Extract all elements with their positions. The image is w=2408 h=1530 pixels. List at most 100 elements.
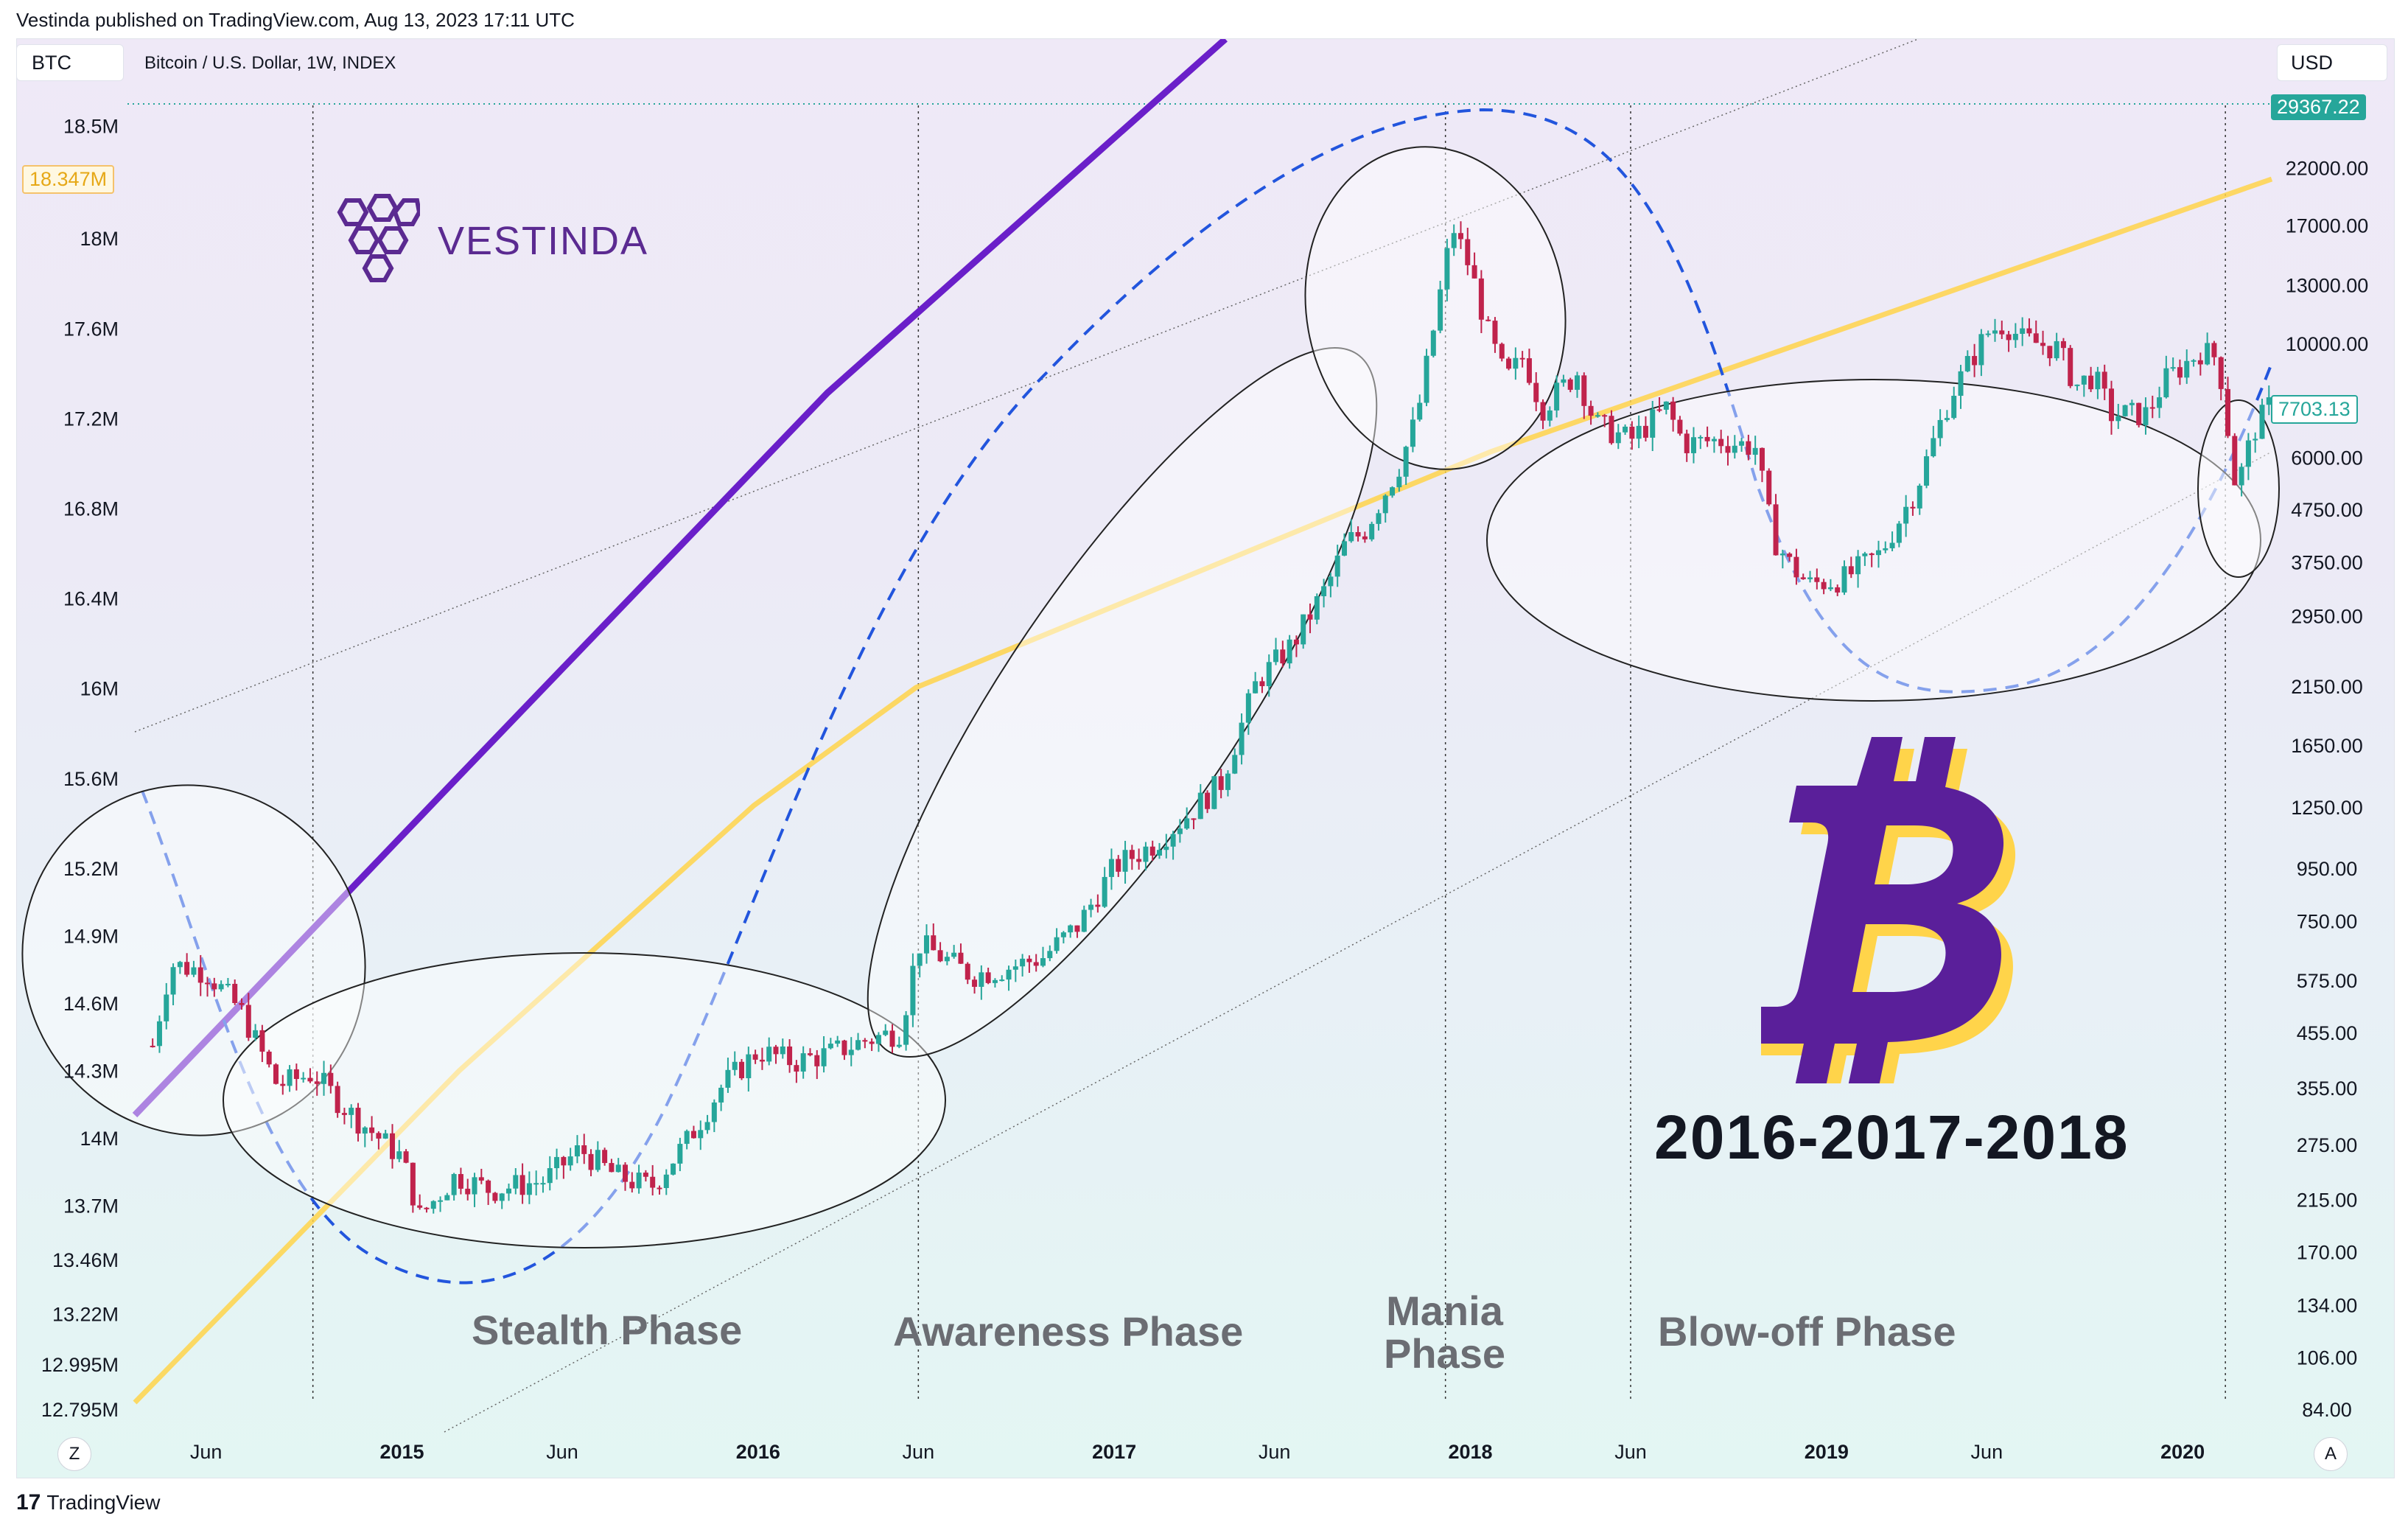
y-right-tick-label: 106.00 bbox=[2297, 1347, 2358, 1369]
candle-down bbox=[602, 1150, 608, 1164]
candle-up bbox=[526, 1183, 532, 1195]
candle-up bbox=[438, 1200, 444, 1202]
high-price-tag: 29367.22 bbox=[2271, 94, 2366, 120]
candle-down bbox=[1307, 614, 1313, 620]
candle-down bbox=[211, 983, 217, 990]
candle-up bbox=[1321, 586, 1327, 597]
candle-up bbox=[1444, 248, 1450, 290]
candle-down bbox=[1835, 587, 1841, 593]
candle-down bbox=[2060, 340, 2066, 349]
candle-up bbox=[663, 1174, 669, 1189]
candle-up bbox=[1376, 513, 1382, 524]
year-caption: 2016-2017-2018 bbox=[1654, 1103, 2129, 1172]
x-tick-label: Jun bbox=[1614, 1441, 1647, 1463]
candle-up bbox=[1807, 577, 1813, 579]
zoom-button[interactable]: Z bbox=[57, 1437, 91, 1471]
symbol-box[interactable]: BTC bbox=[16, 44, 124, 81]
candle-up bbox=[1225, 773, 1231, 790]
candle-down bbox=[1095, 904, 1101, 907]
candle-down bbox=[609, 1163, 615, 1173]
candle-up bbox=[1698, 436, 1704, 439]
candle-up bbox=[547, 1168, 553, 1184]
candle-up bbox=[2245, 440, 2251, 467]
candle-up bbox=[472, 1177, 477, 1195]
supply-tag: 18.347M bbox=[22, 165, 115, 194]
y-left-tick-label: 17.6M bbox=[63, 318, 119, 340]
candle-down bbox=[1191, 818, 1197, 820]
candle-down bbox=[232, 983, 238, 1003]
chart-panel[interactable]: 22000.00 17000.00 13000.00 10000.00 6000.00 4… bbox=[16, 38, 2395, 1478]
candle-up bbox=[499, 1193, 505, 1201]
candle-up bbox=[1924, 456, 1930, 486]
candle-up bbox=[1615, 432, 1621, 444]
candle-down bbox=[972, 979, 978, 987]
candle-up bbox=[2239, 467, 2244, 486]
y-right-tick-label: 215.00 bbox=[2297, 1190, 2358, 1212]
candle-down bbox=[1026, 958, 1032, 963]
candle-down bbox=[335, 1086, 340, 1114]
candle-up bbox=[2205, 343, 2211, 365]
y-left-tick-label: 12.795M bbox=[41, 1399, 119, 1421]
candle-down bbox=[965, 963, 970, 980]
candle-down bbox=[486, 1180, 491, 1193]
candle-up bbox=[677, 1144, 683, 1164]
candle-up bbox=[1314, 596, 1320, 620]
candle-up bbox=[1451, 233, 1457, 248]
y-right-tick-label: 170.00 bbox=[2297, 1242, 2358, 1264]
candle-down bbox=[478, 1177, 484, 1181]
candle-down bbox=[355, 1108, 361, 1134]
candle-down bbox=[841, 1040, 847, 1055]
candle-up bbox=[1978, 334, 1984, 366]
candle-up bbox=[2122, 405, 2128, 416]
price-chart[interactable]: 22000.00 17000.00 13000.00 10000.00 6000.00 4… bbox=[17, 39, 2394, 1478]
candle-down bbox=[205, 982, 211, 985]
candle-down bbox=[1149, 846, 1155, 856]
candle-down bbox=[1581, 375, 1587, 406]
candle-up bbox=[1513, 357, 1519, 369]
candle-down bbox=[2177, 367, 2183, 378]
candle-down bbox=[690, 1131, 696, 1139]
candle-down bbox=[424, 1207, 430, 1209]
candle-up bbox=[636, 1173, 642, 1189]
candle-up bbox=[2054, 340, 2059, 359]
candle-down bbox=[643, 1173, 648, 1177]
x-tick-label: Jun bbox=[546, 1441, 578, 1463]
candle-down bbox=[492, 1192, 498, 1201]
candle-up bbox=[746, 1054, 752, 1078]
candle-down bbox=[376, 1133, 382, 1139]
y-right-tick-label: 1650.00 bbox=[2291, 735, 2363, 757]
candle-down bbox=[1609, 416, 1614, 444]
candle-up bbox=[615, 1164, 621, 1173]
candle-up bbox=[855, 1040, 861, 1050]
auto-scale-button[interactable]: A bbox=[2314, 1437, 2348, 1471]
candle-down bbox=[2033, 333, 2039, 343]
candle-down bbox=[1136, 859, 1142, 862]
y-right-tick-label: 3750.00 bbox=[2291, 552, 2363, 574]
candle-up bbox=[1575, 375, 1580, 390]
candle-up bbox=[170, 967, 176, 995]
candle-up bbox=[1054, 937, 1060, 951]
candle-down bbox=[1972, 356, 1978, 366]
candle-up bbox=[2129, 402, 2135, 405]
candle-up bbox=[910, 965, 916, 1016]
candle-down bbox=[1759, 447, 1765, 471]
candle-up bbox=[944, 957, 950, 962]
x-tick-label: Jun bbox=[190, 1441, 223, 1463]
tradingview-logo[interactable]: 17 TradingView bbox=[16, 1490, 160, 1515]
x-tick-label: 2017 bbox=[1092, 1441, 1136, 1463]
candle-up bbox=[1841, 566, 1847, 593]
candle-up bbox=[1855, 556, 1861, 575]
candle-up bbox=[1424, 355, 1429, 403]
candle-up bbox=[533, 1183, 539, 1185]
chart-title: Bitcoin / U.S. Dollar, 1W, INDEX bbox=[144, 53, 396, 73]
currency-label: USD bbox=[2291, 51, 2334, 74]
candle-up bbox=[718, 1087, 724, 1103]
currency-box[interactable]: USD bbox=[2277, 44, 2387, 81]
candle-up bbox=[1348, 532, 1354, 542]
candle-down bbox=[1848, 566, 1854, 575]
x-tick-label: 2019 bbox=[1805, 1441, 1849, 1463]
candle-down bbox=[623, 1164, 629, 1182]
y-left-tick-label: 14M bbox=[80, 1128, 119, 1150]
candle-up bbox=[1554, 382, 1560, 411]
candle-up bbox=[1245, 693, 1251, 723]
